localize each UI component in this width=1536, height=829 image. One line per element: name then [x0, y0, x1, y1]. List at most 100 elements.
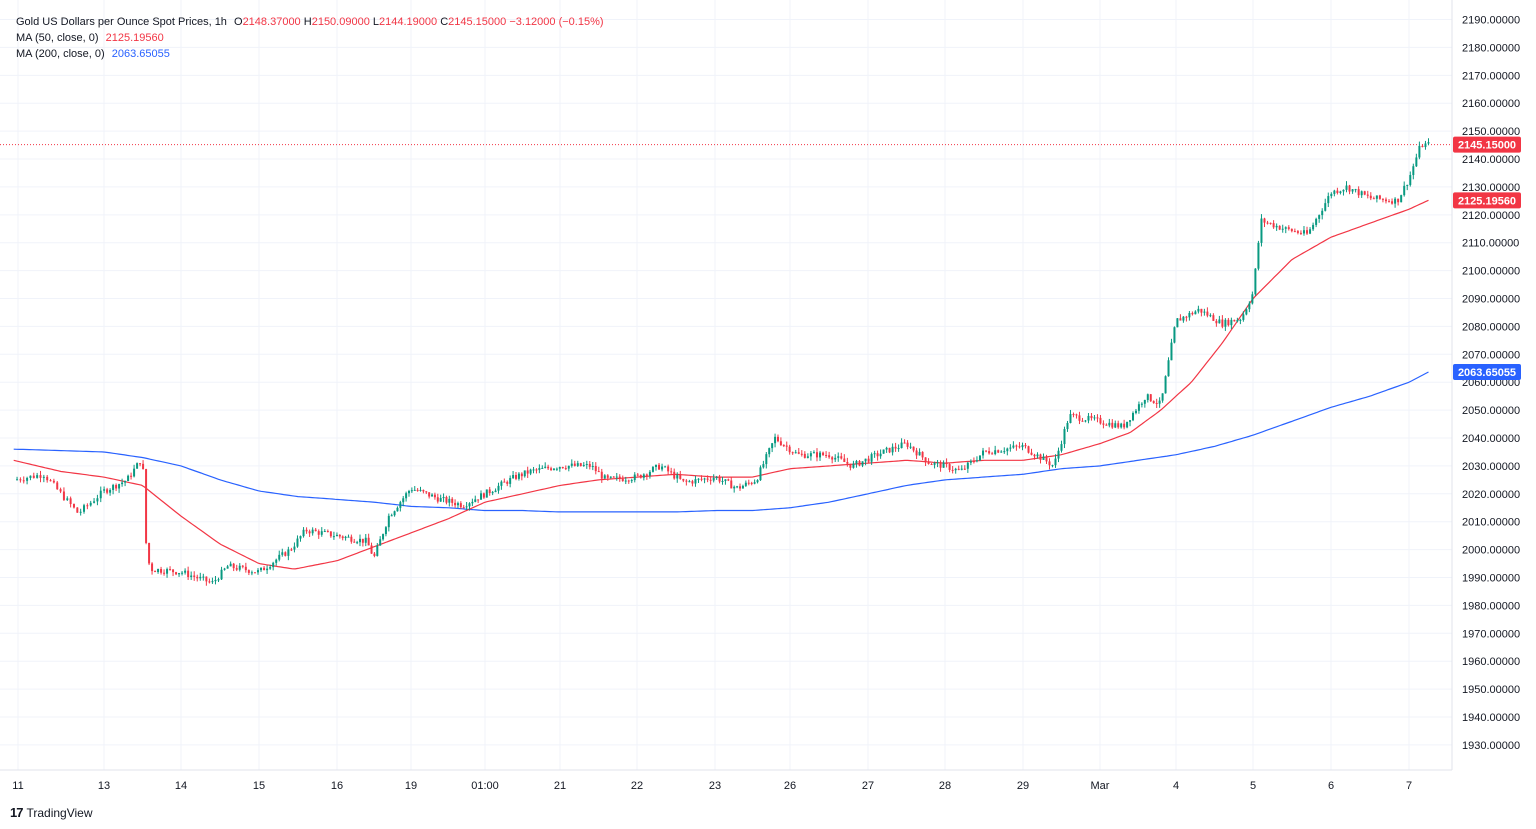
candle	[1275, 223, 1278, 231]
candle	[1351, 189, 1354, 194]
candle	[56, 480, 59, 490]
price-axis[interactable]: 2190.00000 2180.00000 2170.00000 2160.00000…	[1462, 15, 1520, 752]
candle	[1134, 408, 1137, 415]
candle	[597, 466, 600, 473]
candle	[676, 472, 679, 483]
candle	[924, 457, 927, 467]
candle	[776, 434, 779, 443]
candle	[1191, 311, 1194, 316]
candle	[1336, 187, 1339, 195]
high-value: 2150.09000	[311, 16, 370, 28]
symbol-title: Gold US Dollars per Ounce Spot Prices, 1…	[16, 16, 227, 28]
candle	[139, 463, 142, 467]
candle	[1137, 401, 1140, 414]
candle	[1105, 423, 1108, 426]
price-tick-label: 2070.00000	[1462, 349, 1520, 361]
candle	[332, 531, 335, 540]
candle	[69, 496, 72, 508]
candle	[1158, 397, 1161, 408]
candle	[281, 548, 284, 557]
candle	[317, 529, 320, 539]
candle	[1036, 452, 1039, 459]
candle	[302, 527, 305, 538]
candle	[706, 475, 709, 483]
time-tick-label: 7	[1406, 780, 1412, 792]
candle	[1194, 310, 1197, 315]
candle	[774, 433, 777, 448]
candle	[894, 442, 897, 452]
candle	[1120, 422, 1123, 429]
candle	[373, 551, 376, 558]
candle	[661, 463, 664, 472]
candle	[1200, 308, 1203, 317]
candle	[1173, 326, 1176, 344]
time-axis[interactable]: 11 13 14 15 16 19 01:00 21 22 23 26 27 28 29 Mar 4 5 6 7	[12, 780, 1412, 792]
candle	[1321, 208, 1324, 220]
candle	[703, 477, 706, 484]
candle	[526, 466, 529, 478]
price-tick-label: 1950.00000	[1462, 684, 1520, 696]
candle	[468, 502, 471, 511]
candle	[1360, 190, 1363, 198]
legend-ma50-row[interactable]: MA (50, close, 0) 2125.19560	[16, 30, 604, 46]
price-tick-label: 2050.00000	[1462, 405, 1520, 417]
candle	[1348, 184, 1351, 195]
candle	[1369, 192, 1372, 201]
price-tick-label: 2180.00000	[1462, 42, 1520, 54]
candle	[1203, 308, 1206, 316]
legend-ma200-row[interactable]: MA (200, close, 0) 2063.65055	[16, 46, 604, 62]
candle	[290, 547, 293, 552]
price-tick-label: 2100.00000	[1462, 266, 1520, 278]
candle	[822, 451, 825, 457]
tradingview-watermark[interactable]: 17 TradingView	[10, 805, 93, 820]
candle	[768, 447, 771, 458]
price-tick-label: 2040.00000	[1462, 433, 1520, 445]
candle	[532, 466, 535, 474]
candle	[888, 447, 891, 454]
candle	[396, 506, 399, 512]
time-tick-label: 14	[175, 780, 187, 792]
candle	[797, 448, 800, 455]
candle	[685, 479, 688, 486]
candle	[19, 477, 22, 483]
candle	[341, 535, 344, 541]
candle	[214, 576, 217, 585]
candle	[1342, 189, 1345, 196]
candle	[591, 461, 594, 471]
candle	[1388, 199, 1391, 203]
close-value: 2145.15000	[448, 16, 507, 28]
candle	[193, 571, 196, 581]
candle	[651, 465, 654, 473]
price-tick-label: 1930.00000	[1462, 740, 1520, 752]
candle	[506, 480, 509, 487]
candle	[694, 475, 697, 487]
candle	[39, 470, 42, 483]
time-tick-label: 21	[554, 780, 566, 792]
candle	[736, 485, 739, 489]
candle	[762, 460, 765, 469]
candle	[1051, 464, 1054, 468]
candle	[988, 447, 991, 455]
candle	[1054, 454, 1057, 468]
candle	[936, 459, 939, 468]
candle	[573, 460, 576, 467]
candle	[1224, 318, 1227, 331]
candle	[1099, 415, 1102, 425]
candle	[151, 562, 154, 575]
candle	[503, 478, 506, 483]
candle	[658, 462, 661, 470]
candle	[855, 459, 858, 468]
candle	[1188, 310, 1191, 321]
candle	[103, 486, 106, 494]
candle	[1281, 224, 1284, 233]
candle	[921, 451, 924, 461]
candle	[1167, 357, 1170, 377]
candle	[266, 565, 269, 574]
candle	[1418, 141, 1421, 160]
candle	[1427, 138, 1430, 146]
candle	[1102, 420, 1105, 429]
candle	[1290, 228, 1293, 233]
candle	[49, 478, 52, 482]
candle	[741, 484, 744, 489]
